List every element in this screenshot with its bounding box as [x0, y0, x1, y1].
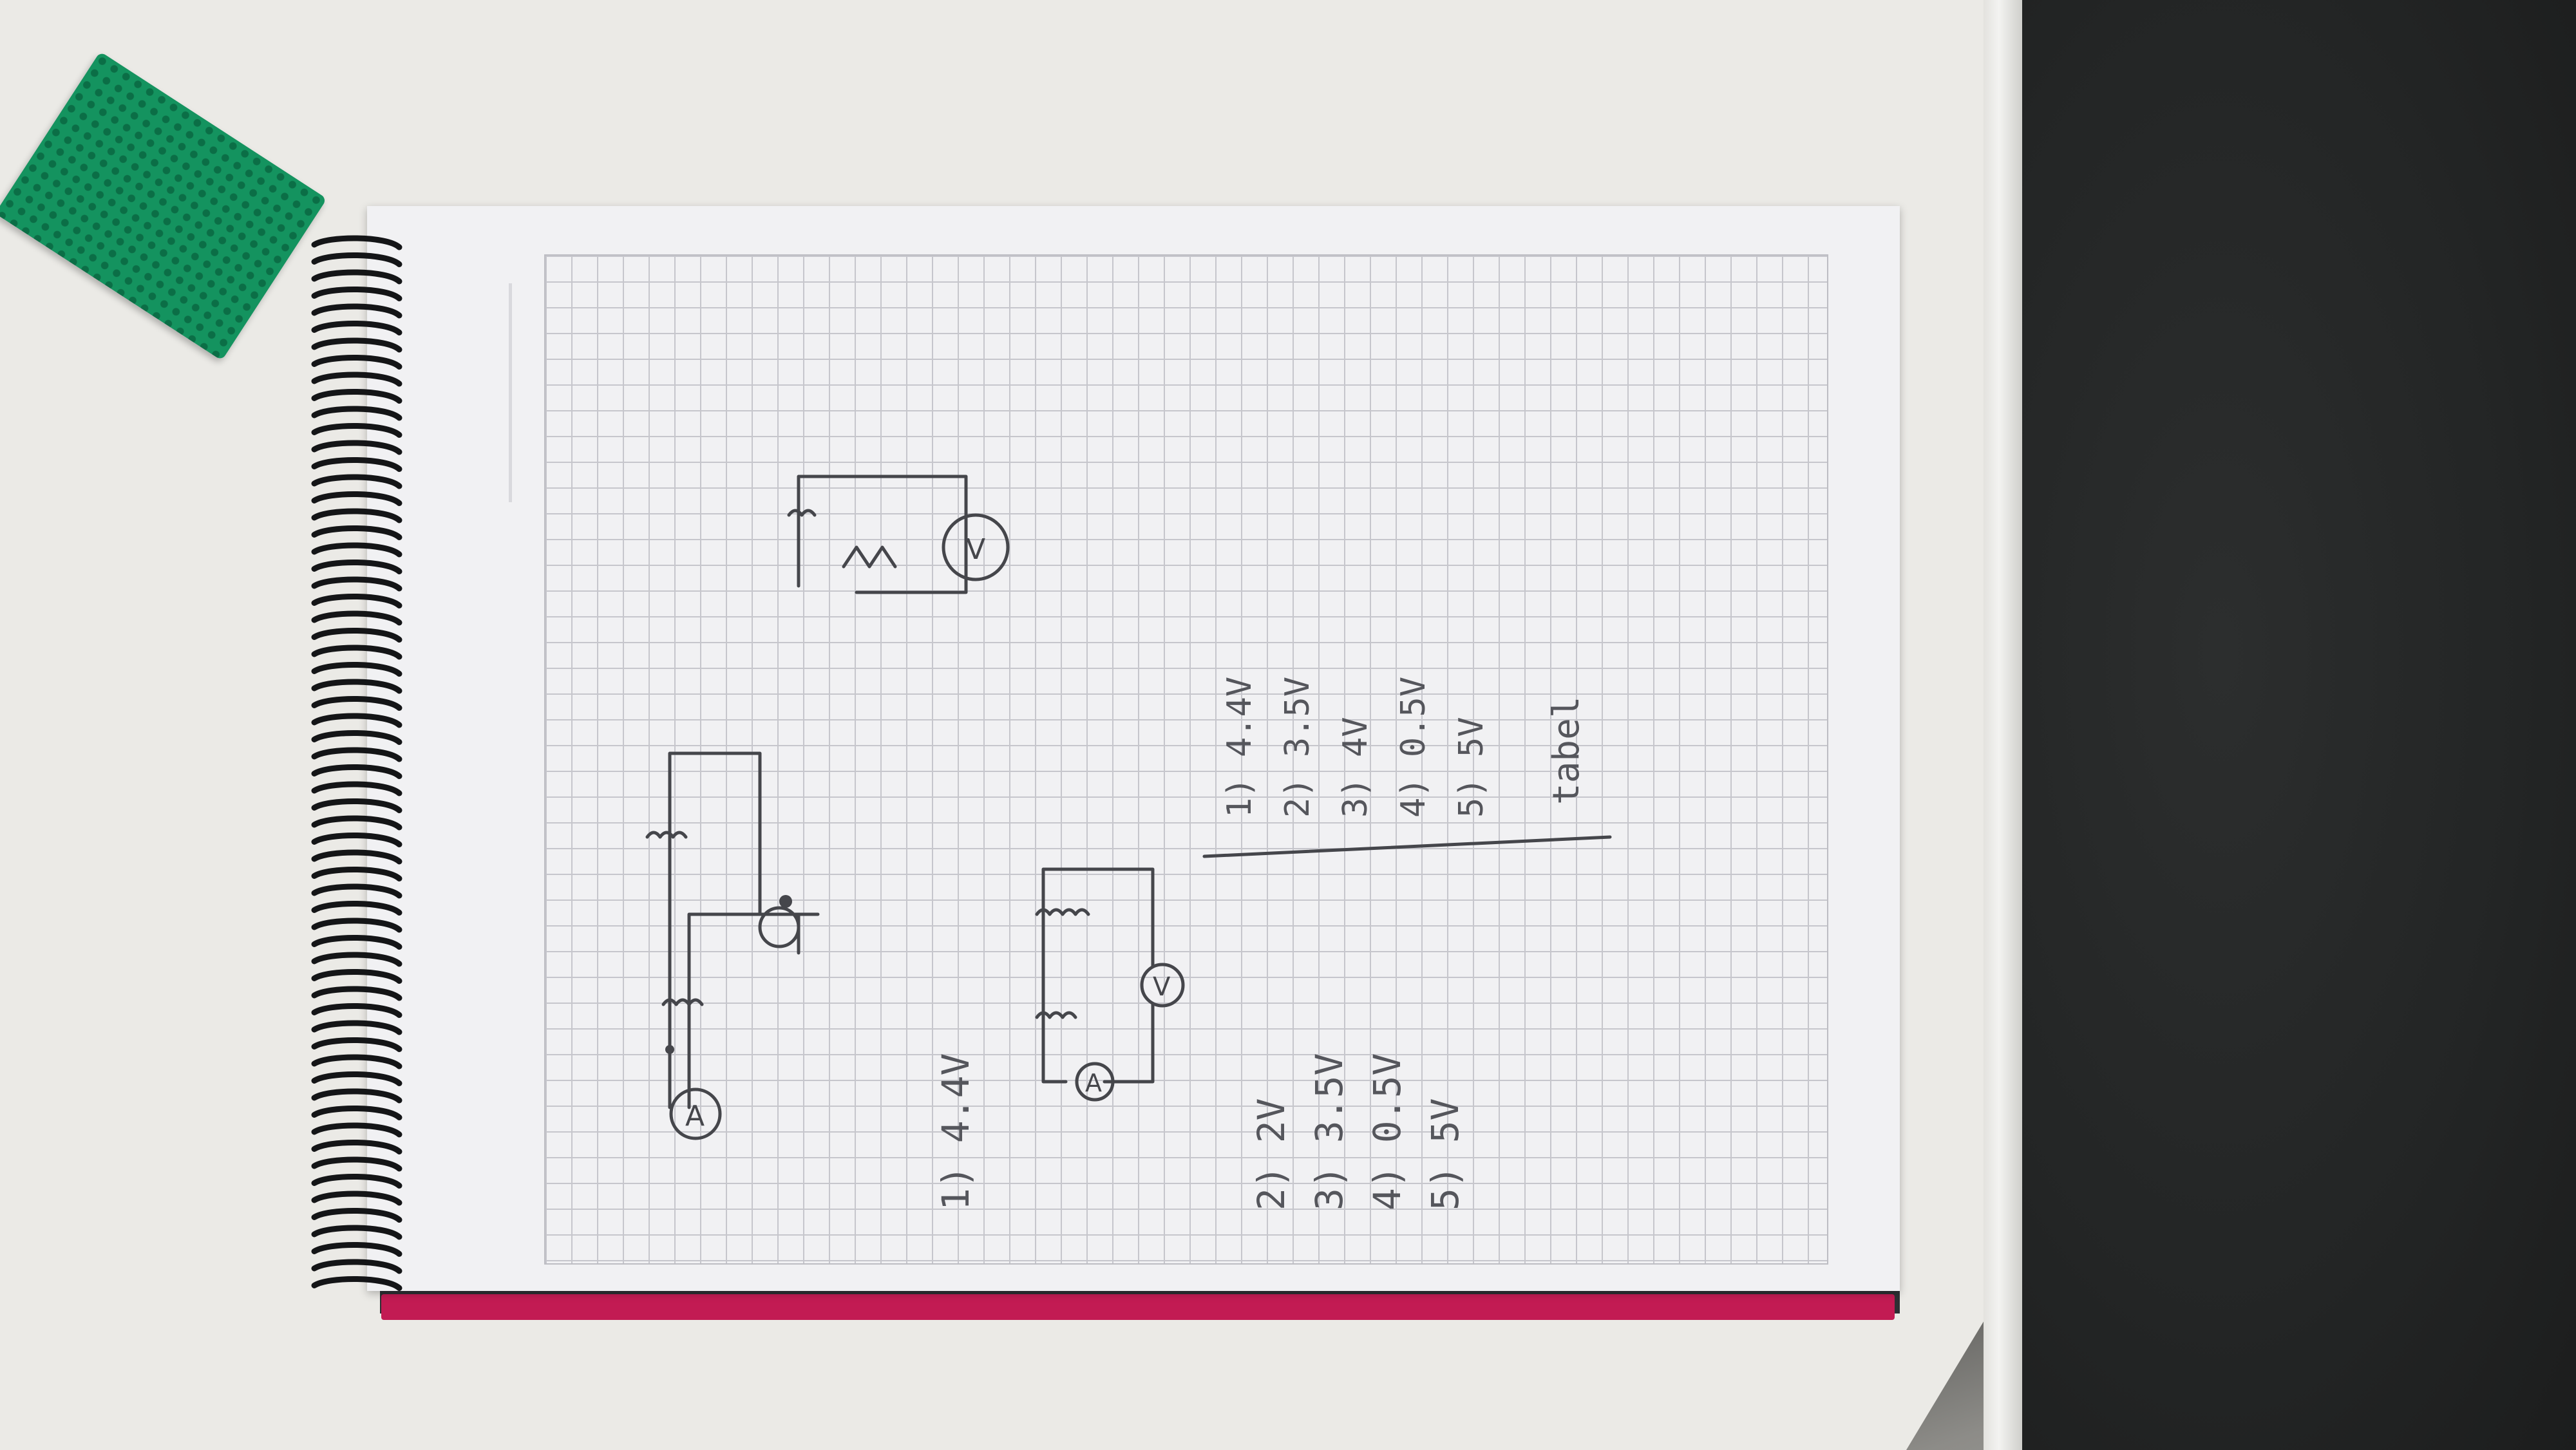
spiral-coil [311, 406, 402, 421]
left-row-2: 2) 2V [1249, 1098, 1293, 1210]
spiral-coil [311, 1071, 402, 1086]
spiral-coil [311, 1259, 402, 1274]
spiral-coil [311, 867, 402, 881]
ammeter-label: A [685, 1100, 705, 1133]
spiral-coil [311, 594, 402, 608]
spiral-coil [311, 423, 402, 438]
column-divider [1202, 835, 1612, 858]
spiral-coil [311, 1003, 402, 1018]
spiral-coil [311, 1225, 402, 1240]
spiral-coil [311, 747, 402, 762]
right-row-5: 5) 5V [1452, 717, 1491, 818]
left-row-3: 3) 3.5V [1307, 1053, 1351, 1210]
spiral-coil [311, 798, 402, 813]
spiral-coil [311, 372, 402, 387]
spiral-coil [311, 252, 402, 267]
spiral-coil [311, 764, 402, 779]
spiral-coil [311, 1020, 402, 1035]
spiral-coil [311, 952, 402, 967]
circuit-diagram-meters: V A [1035, 867, 1185, 1102]
spiral-coil [311, 1174, 402, 1189]
right-row-4: 4) 0.5V [1394, 676, 1433, 818]
spiral-coil [311, 730, 402, 745]
spiral-coil [311, 508, 402, 523]
circuit-diagram-series-parallel: A [645, 751, 820, 1140]
ammeter-2-circle [1075, 1062, 1115, 1102]
spiral-coil [311, 576, 402, 592]
spiral-coil [311, 235, 402, 250]
voltmeter-3-circle [942, 513, 1010, 581]
spiral-coil [311, 1054, 402, 1069]
right-row-2: 2) 3.5V [1278, 676, 1317, 818]
ammeter-2-label: A [1085, 1069, 1102, 1097]
spiral-coil [311, 355, 402, 370]
spiral-coil [311, 1156, 402, 1172]
spiral-coil [311, 901, 402, 916]
spiral-coil [311, 269, 402, 285]
spiral-coil [311, 491, 402, 506]
spiral-coil [311, 389, 402, 404]
spiral-coil [311, 440, 402, 455]
spiral-coil [311, 303, 402, 319]
spiral-coil [311, 1122, 402, 1138]
spiral-coil [311, 1242, 402, 1257]
voltmeter-3-label: V [966, 533, 985, 566]
desk-edge [1984, 0, 2022, 1450]
spiral-coil [311, 321, 402, 335]
spiral-coil [311, 1276, 402, 1291]
right-row-1: 1) 4.4V [1220, 676, 1259, 818]
spiral-coil [311, 1208, 402, 1223]
spiral-coil [311, 986, 402, 1001]
spiral-coil [311, 815, 402, 831]
page-margin-line [509, 283, 512, 502]
spiral-coil [311, 542, 402, 558]
spiral-coil [311, 679, 402, 694]
spiral-coil [311, 1140, 402, 1154]
spiral-coil [311, 662, 402, 677]
voltmeter-circle [758, 906, 800, 948]
spiral-coil [311, 1106, 402, 1120]
spiral-coil [311, 645, 402, 660]
spiral-coil [311, 969, 402, 984]
spiral-coil [311, 560, 402, 574]
spiral-coil [311, 474, 402, 489]
spiral-coil [311, 1037, 402, 1052]
left-row-5: 5) 5V [1423, 1098, 1467, 1210]
spiral-coil [311, 1088, 402, 1104]
spiral-coil [311, 883, 402, 899]
circuit-diagram-small: V [787, 475, 1010, 594]
spiral-coil [311, 628, 402, 643]
spiral-coil [311, 457, 402, 472]
right-row-3: 3) 4V [1336, 717, 1375, 818]
spiral-coil [311, 696, 402, 711]
spiral-coil [311, 781, 402, 796]
left-row-1: 1) 4.4V [934, 1053, 978, 1210]
spiral-coil [311, 918, 402, 933]
spiral-coil [311, 833, 402, 847]
spiral-coil [311, 337, 402, 353]
spiral-coil [311, 1191, 402, 1206]
voltmeter-2-circle [1140, 963, 1185, 1008]
word-tabel: tabel [1546, 696, 1587, 805]
spiral-coil [311, 525, 402, 540]
spiral-coil [311, 849, 402, 865]
left-row-4: 4) 0.5V [1365, 1053, 1409, 1210]
chair-backrest [1984, 0, 2576, 1450]
ammeter-circle [669, 1088, 722, 1140]
spiral-coil [311, 935, 402, 950]
voltmeter-2-label: V [1153, 972, 1171, 1002]
spiral-coil [311, 713, 402, 728]
spiral-coil [311, 287, 402, 301]
notebook-pink-cover [381, 1294, 1895, 1320]
spiral-binding [311, 235, 402, 1291]
spiral-coil [311, 610, 402, 626]
